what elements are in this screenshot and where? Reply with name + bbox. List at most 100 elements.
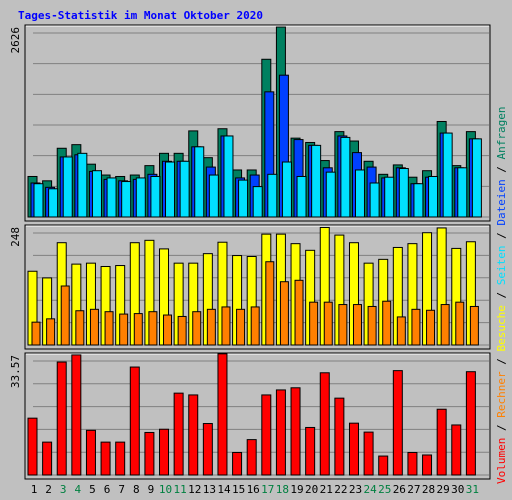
chart-title: Tages-Statistik im Monat Oktober 2020 [18,9,263,22]
x-tick-label-25: 25 [378,483,391,496]
x-tick-label-23: 23 [349,483,362,496]
bar-volumen-day-30 [451,424,462,476]
bar-seiten-day-5 [91,170,102,218]
bar-volumen-day-15 [232,451,243,476]
legend-rechner: Rechner [495,371,508,418]
bar-seiten-day-21 [325,171,336,218]
bar-rechner-day-24 [367,305,377,346]
bottom-y-max-label: 33.57 [9,355,22,388]
bar-seiten-day-26 [398,168,409,218]
x-tick-label-18: 18 [276,483,289,496]
x-tick-label-29: 29 [437,483,450,496]
bar-volumen-day-11 [173,392,184,476]
bar-volumen-day-7 [115,441,126,476]
x-tick-label-2: 2 [45,483,52,496]
bar-volumen-day-23 [348,422,359,476]
x-tick-label-16: 16 [247,483,260,496]
bar-rechner-day-19 [294,279,304,346]
bar-seiten-day-1 [33,183,44,218]
x-tick-label-17: 17 [261,483,274,496]
bar-seiten-day-12 [194,146,205,218]
bar-rechner-day-17 [265,261,275,346]
x-tick-label-31: 31 [466,483,479,496]
bar-seiten-day-31 [471,138,482,218]
bar-rechner-day-11 [177,315,187,346]
bar-seiten-day-11 [179,160,190,218]
bar-volumen-day-1 [27,417,38,476]
x-tick-label-7: 7 [118,483,125,496]
x-tick-label-20: 20 [305,483,318,496]
bar-seiten-day-25 [384,176,395,218]
bar-rechner-day-8 [133,313,143,346]
bar-rechner-day-18 [279,281,289,346]
bar-volumen-day-5 [85,429,96,476]
x-tick-label-30: 30 [451,483,464,496]
bar-seiten-day-16 [252,186,263,218]
bar-volumen-day-25 [378,455,389,476]
x-tick-label-14: 14 [217,483,231,496]
x-tick-label-24: 24 [363,483,377,496]
x-tick-label-15: 15 [232,483,245,496]
bar-seiten-day-28 [428,175,439,218]
bar-volumen-day-24 [363,431,374,476]
bar-rechner-day-5 [89,308,99,346]
top-y-max-label: 2626 [9,27,22,54]
x-tick-label-19: 19 [290,483,303,496]
bar-seiten-day-30 [457,167,468,218]
legend-separator: / [495,159,508,179]
bar-volumen-day-9 [144,431,155,476]
x-tick-label-10: 10 [159,483,172,496]
bar-volumen-day-27 [407,451,418,476]
bar-volumen-day-2 [42,441,53,476]
bar-rechner-day-22 [338,304,348,346]
bar-rechner-day-7 [119,313,129,346]
legend-separator: / [495,285,508,305]
bar-volumen-day-12 [188,394,199,476]
bar-seiten-day-7 [121,181,132,218]
x-tick-label-3: 3 [60,483,67,496]
bar-rechner-day-27 [411,308,421,346]
bar-seiten-day-27 [413,183,424,218]
bar-volumen-day-29 [436,408,447,476]
bar-seiten-day-24 [369,182,380,218]
bar-seiten-day-6 [106,177,117,218]
middle-y-max-label: 248 [9,227,22,247]
bar-rechner-day-23 [352,304,362,346]
x-tick-label-28: 28 [422,483,435,496]
bar-volumen-day-18 [275,389,286,476]
legend-dateien: Dateien [495,179,508,225]
bar-volumen-day-6 [100,441,111,476]
bar-seiten-day-14 [223,135,234,218]
bar-rechner-day-14 [221,306,231,346]
bar-rechner-day-2 [46,318,56,346]
legend-separator: / [495,352,508,372]
top-panel: 2626 [9,24,491,222]
legend-text: Volumen / Rechner / Besuche / Seiten / D… [495,106,508,484]
x-tick-label-22: 22 [334,483,347,496]
bar-seiten-day-22 [340,136,351,218]
bar-seiten-day-2 [48,188,59,218]
x-tick-label-6: 6 [104,483,111,496]
bar-seiten-day-20 [311,144,322,218]
bar-rechner-day-12 [192,311,202,346]
bar-volumen-day-28 [422,454,433,476]
bar-seiten-day-29 [442,132,453,218]
bar-volumen-day-22 [334,397,345,476]
bar-rechner-day-28 [426,309,436,346]
bar-seiten-day-18 [281,161,292,218]
bar-rechner-day-9 [148,311,158,346]
bar-seiten-day-17 [267,173,278,218]
bar-volumen-day-21 [319,372,330,476]
bottom-panel: 33.57 [9,352,491,480]
x-tick-label-13: 13 [203,483,216,496]
bar-volumen-day-13 [202,423,213,476]
bar-seiten-day-23 [354,169,365,218]
bar-rechner-day-21 [323,301,333,346]
bar-seiten-day-4 [77,152,88,218]
bar-rechner-day-3 [60,285,70,346]
x-tick-label-12: 12 [188,483,201,496]
x-tick-label-1: 1 [31,483,38,496]
legend-seiten: Seiten [495,246,508,286]
bar-rechner-day-25 [382,300,392,346]
